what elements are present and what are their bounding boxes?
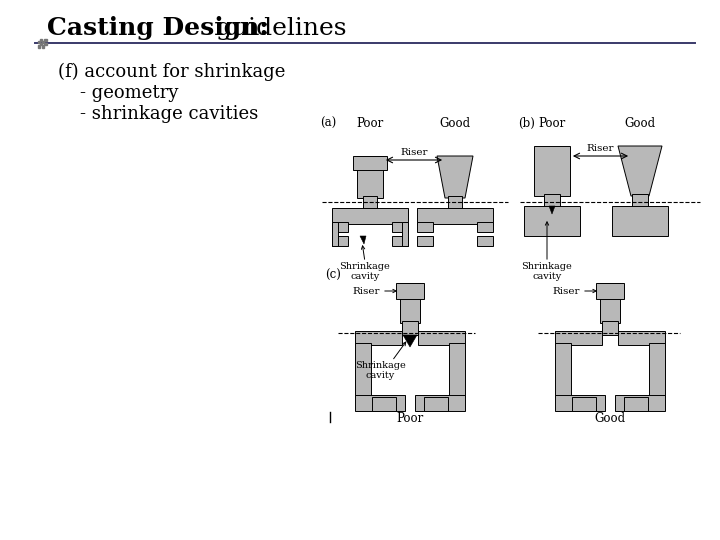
Bar (402, 222, 408, 246)
Bar (555, 331, 602, 345)
Text: (b): (b) (518, 117, 535, 130)
Polygon shape (403, 335, 417, 347)
Text: Good: Good (624, 117, 656, 130)
Bar (477, 236, 493, 246)
Bar (353, 156, 387, 170)
Bar (417, 236, 433, 246)
Polygon shape (360, 236, 366, 244)
Bar (596, 283, 624, 299)
Bar (418, 331, 465, 345)
Text: Shrinkage: Shrinkage (340, 262, 390, 271)
Text: (f) account for shrinkage: (f) account for shrinkage (58, 63, 285, 81)
Text: cavity: cavity (365, 371, 395, 380)
Text: Poor: Poor (397, 412, 423, 425)
Text: (a): (a) (320, 117, 336, 130)
Bar (415, 395, 465, 411)
Bar (555, 343, 571, 397)
Bar (618, 331, 665, 345)
Bar (449, 343, 465, 397)
Bar (392, 236, 408, 246)
Text: Shrinkage: Shrinkage (355, 361, 405, 370)
Text: guidelines: guidelines (208, 17, 346, 39)
Text: Riser: Riser (552, 287, 580, 295)
Bar (363, 196, 377, 208)
Bar (649, 343, 665, 397)
Bar (355, 343, 371, 397)
Polygon shape (618, 146, 662, 196)
Bar (332, 222, 338, 246)
Bar (372, 397, 396, 411)
Text: - geometry: - geometry (80, 84, 179, 102)
Bar (332, 236, 348, 246)
Bar (37, 45, 40, 48)
Text: Riser: Riser (587, 144, 614, 153)
Text: (c): (c) (325, 269, 341, 282)
Bar (612, 206, 668, 236)
Bar (534, 146, 570, 196)
Text: Good: Good (439, 117, 471, 130)
Bar (544, 194, 560, 208)
Polygon shape (437, 156, 473, 198)
Bar (615, 395, 665, 411)
Text: Shrinkage: Shrinkage (521, 262, 572, 271)
Bar (600, 283, 620, 323)
Bar (632, 194, 648, 208)
Bar (477, 222, 493, 232)
Bar (402, 321, 418, 335)
Bar (524, 206, 580, 236)
Bar (44, 43, 47, 45)
Bar (332, 222, 348, 232)
Text: Poor: Poor (539, 117, 566, 130)
Bar (355, 331, 402, 345)
Bar (417, 208, 493, 224)
Text: Casting Design:: Casting Design: (47, 16, 269, 40)
Bar (396, 283, 424, 299)
Bar (44, 38, 47, 40)
Bar (417, 222, 433, 232)
Bar (602, 321, 618, 335)
Text: Poor: Poor (356, 117, 384, 130)
Text: cavity: cavity (351, 272, 379, 281)
Bar (42, 40, 44, 43)
Bar (332, 208, 408, 224)
Bar (572, 397, 596, 411)
Bar (40, 43, 42, 45)
Text: Good: Good (595, 412, 626, 425)
Bar (624, 397, 648, 411)
Text: cavity: cavity (532, 272, 562, 281)
Bar (555, 395, 605, 411)
Text: Riser: Riser (400, 148, 428, 157)
Text: - shrinkage cavities: - shrinkage cavities (80, 105, 258, 123)
Bar (42, 45, 44, 48)
Bar (40, 38, 42, 40)
Bar (400, 283, 420, 323)
Text: Riser: Riser (353, 287, 380, 295)
Polygon shape (549, 206, 555, 214)
Bar (357, 156, 383, 198)
Bar (37, 40, 40, 43)
Bar (392, 222, 408, 232)
Bar (355, 395, 405, 411)
Bar (448, 196, 462, 208)
Bar (424, 397, 448, 411)
